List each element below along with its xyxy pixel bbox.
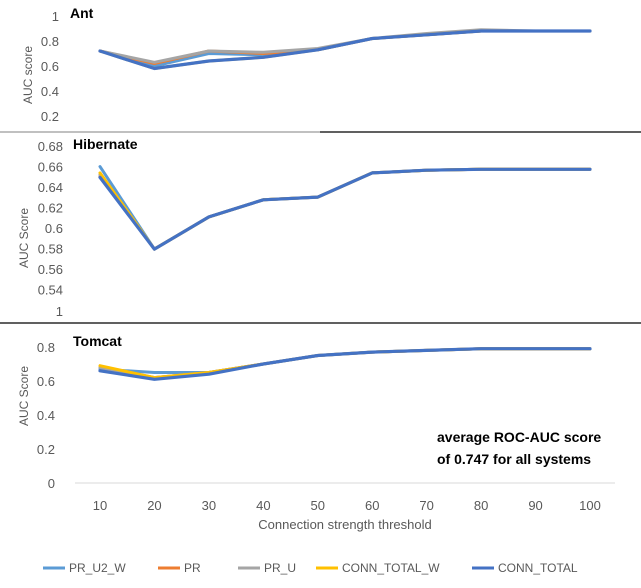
legend-item-pr-u: PR_U xyxy=(238,561,296,575)
tick-layer: 1 0.8 0.6 0.4 0.2 0.68 0.66 0.64 0.62 0.6 0.58 0.56… xyxy=(37,9,63,491)
x-tick-label: 30 xyxy=(202,498,216,513)
y-tick-label-hibernate: 0.64 xyxy=(38,180,63,195)
panel-title-tomcat: Tomcat xyxy=(73,333,122,349)
y-tick-label-ant: 0.8 xyxy=(41,34,59,49)
y-tick-label-hibernate: 0.56 xyxy=(38,262,63,277)
y-axis-label-hibernate: AUC Score xyxy=(17,208,31,268)
x-axis-label: Connection strength threshold xyxy=(258,517,431,532)
y-tick-label-ant: 1 xyxy=(52,9,59,24)
legend-label: PR xyxy=(184,561,201,575)
legend-item-pr: PR xyxy=(158,561,201,575)
y-tick-label-ant: 0.6 xyxy=(41,59,59,74)
y-tick-label-tomcat: 0 xyxy=(48,476,55,491)
legend-label: PR_U xyxy=(264,561,296,575)
annotation-line-2: of 0.747 for all systems xyxy=(437,451,591,467)
legend-item-pr-u2-w: PR_U2_W xyxy=(43,561,126,575)
x-tick-label: 20 xyxy=(147,498,161,513)
x-tick-label: 100 xyxy=(579,498,601,513)
y-tick-label-tomcat: 0.6 xyxy=(37,374,55,389)
series-line-ant-conn-total xyxy=(98,29,592,71)
y-tick-label-hibernate: 1 xyxy=(56,304,63,319)
y-tick-label-hibernate: 0.68 xyxy=(38,139,63,154)
y-tick-label-hibernate: 0.62 xyxy=(38,201,63,216)
y-tick-label-ant: 0.4 xyxy=(41,84,59,99)
y-axis-label-ant: AUC score xyxy=(21,46,35,104)
y-tick-label-hibernate: 0.58 xyxy=(38,242,63,257)
legend-item-conn-total-w: CONN_TOTAL_W xyxy=(316,561,440,575)
x-tick-label: 90 xyxy=(528,498,542,513)
series-line-ant-pr-u2-w xyxy=(98,29,592,68)
y-tick-label-tomcat: 0.4 xyxy=(37,408,55,423)
x-tick-layer: 10 20 30 40 50 60 70 80 90 100 xyxy=(93,498,601,513)
series-line-ant-pr-u xyxy=(98,28,592,64)
x-tick-label: 60 xyxy=(365,498,379,513)
legend-label: CONN_TOTAL xyxy=(498,561,578,575)
y-tick-label-tomcat: 0.2 xyxy=(37,442,55,457)
legend-label: PR_U2_W xyxy=(69,561,126,575)
y-axis-label-tomcat: AUC Score xyxy=(17,366,31,426)
series-line-hibernate-conn-total xyxy=(98,167,592,251)
legend: PR_U2_W PR PR_U CONN_TOTAL_W CONN_TOTAL xyxy=(43,561,578,575)
series-layer xyxy=(98,28,592,381)
x-tick-label: 80 xyxy=(474,498,488,513)
annotation-line-1: average ROC-AUC score xyxy=(437,429,601,445)
x-tick-label: 70 xyxy=(419,498,433,513)
x-tick-label: 50 xyxy=(311,498,325,513)
panel-title-ant: Ant xyxy=(70,5,94,21)
y-tick-label-ant: 0.2 xyxy=(41,109,59,124)
y-tick-label-tomcat: 0.8 xyxy=(37,340,55,355)
y-tick-label-hibernate: 0.6 xyxy=(45,221,63,236)
x-tick-label: 10 xyxy=(93,498,107,513)
series-line-tomcat-conn-total xyxy=(98,347,592,381)
panel-title-hibernate: Hibernate xyxy=(73,136,138,152)
legend-label: CONN_TOTAL_W xyxy=(342,561,440,575)
y-tick-label-hibernate: 0.66 xyxy=(38,160,63,175)
legend-item-conn-total: CONN_TOTAL xyxy=(472,561,578,575)
x-tick-label: 40 xyxy=(256,498,270,513)
y-tick-label-hibernate: 0.54 xyxy=(38,283,63,298)
